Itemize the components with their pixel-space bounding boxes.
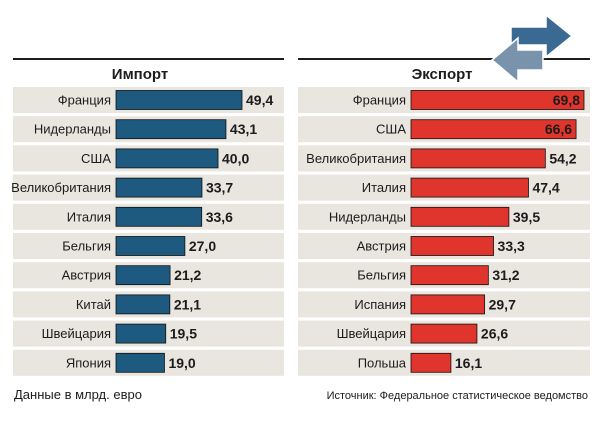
import-bars: Франция 49,4 Нидерланды 43,1 США 40,0 Великобр… [11, 87, 284, 376]
export-bar [410, 265, 489, 286]
export-value-label: 66,6 [545, 121, 572, 137]
export-value-label: 69,8 [553, 92, 580, 108]
export-value-label: 16,1 [455, 355, 482, 371]
units-note: Данные в млрд. евро [14, 387, 142, 402]
export-category-label: Австрия [357, 239, 406, 254]
import-value-label: 49,4 [246, 92, 273, 108]
export-category-label: Нидерланды [329, 209, 406, 224]
import-bar [115, 206, 203, 227]
import-value-label: 43,1 [230, 121, 257, 137]
export-category-label: США [376, 122, 406, 137]
export-bar [410, 352, 452, 373]
export-value-label: 26,6 [481, 326, 508, 342]
export-category-label: Великобритания [306, 151, 406, 166]
export-category-label: Франция [353, 93, 406, 108]
import-category-label: Франция [58, 93, 111, 108]
import-category-label: Китай [76, 297, 111, 312]
import-title: Импорт [112, 66, 168, 83]
import-value-label: 33,7 [206, 180, 233, 196]
import-category-label: Австрия [62, 268, 111, 283]
export-bar [410, 119, 577, 140]
import-bar [115, 323, 167, 344]
import-bar [115, 265, 171, 286]
export-bars: Франция 69,8 США 66,6 Великобритания 54,2 Итал… [298, 87, 590, 376]
export-category-label: Польша [358, 355, 407, 370]
import-category-label: Япония [66, 355, 111, 370]
import-category-label: Великобритания [11, 180, 111, 195]
export-bar [410, 90, 585, 110]
export-category-label: Швейцария [337, 326, 406, 341]
import-value-label: 21,2 [174, 267, 201, 283]
import-value-label: 19,5 [170, 326, 197, 342]
export-value-label: 39,5 [513, 209, 540, 225]
export-bar [410, 294, 486, 315]
export-category-label: Бельгия [357, 268, 406, 283]
import-value-label: 33,6 [206, 209, 233, 225]
import-value-label: 19,0 [168, 355, 195, 371]
export-bar [410, 148, 546, 169]
source-note: Источник: Федеральное статистическое вед… [326, 390, 588, 402]
export-value-label: 29,7 [489, 296, 516, 312]
import-bar [115, 148, 219, 169]
import-bar [115, 177, 203, 198]
trade-arrows-icon [490, 13, 574, 84]
import-value-label: 27,0 [189, 238, 216, 254]
export-title: Экспорт [412, 66, 473, 83]
import-bar [115, 294, 171, 315]
export-category-label: Италия [362, 180, 406, 195]
import-category-label: Швейцария [42, 326, 111, 341]
import-value-label: 21,1 [174, 296, 201, 312]
import-category-label: Италия [67, 209, 111, 224]
export-value-label: 33,3 [498, 238, 525, 254]
import-bar [115, 352, 165, 373]
export-bar [410, 323, 478, 344]
export-value-label: 31,2 [492, 267, 519, 283]
import-value-label: 40,0 [222, 150, 249, 166]
import-category-label: США [81, 151, 111, 166]
import-category-label: Нидерланды [34, 122, 111, 137]
export-value-label: 47,4 [532, 180, 559, 196]
import-bar [115, 119, 227, 140]
export-value-label: 54,2 [549, 150, 576, 166]
import-category-label: Бельгия [62, 239, 111, 254]
export-bar [410, 177, 529, 198]
export-bar [410, 206, 510, 227]
export-bar [410, 236, 494, 256]
import-bar [115, 236, 186, 256]
import-bar [115, 90, 243, 110]
export-category-label: Испания [354, 297, 406, 312]
